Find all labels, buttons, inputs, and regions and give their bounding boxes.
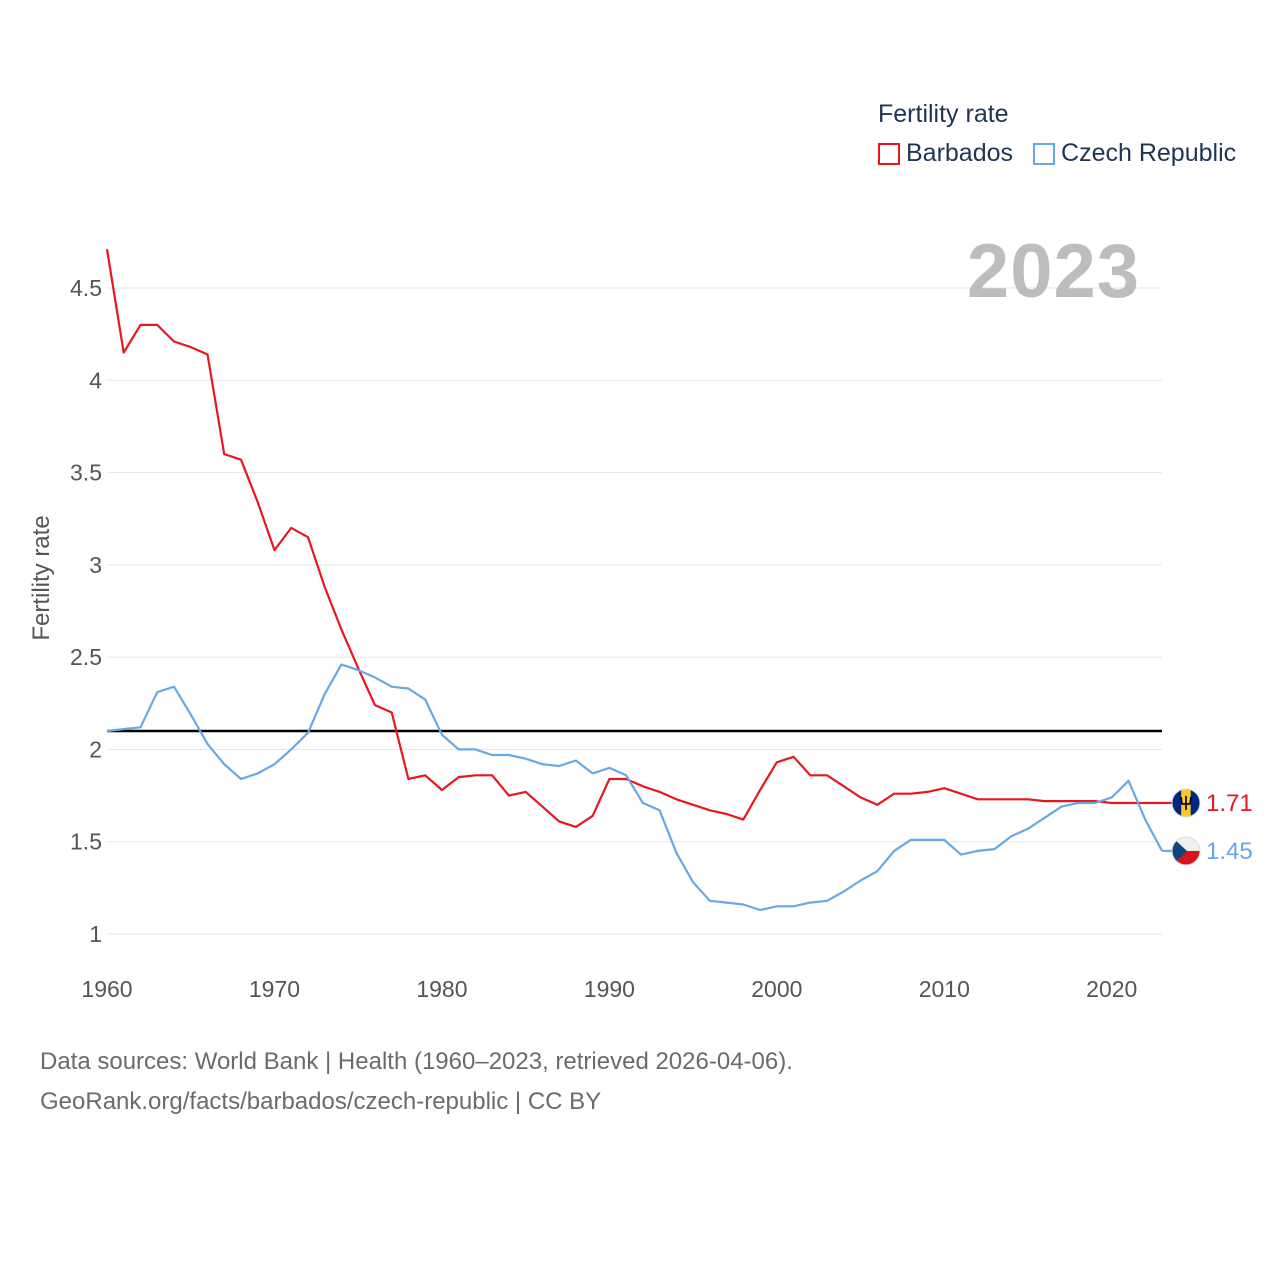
- y-tick-label: 3: [89, 552, 102, 578]
- flag-icon-czech-republic: [1171, 836, 1201, 866]
- flag-icon-barbados: [1171, 788, 1201, 818]
- x-axis-ticks: 1960 1970 1980 1990 2000 2010 2020: [81, 976, 1137, 1002]
- end-value-label-barbados: 1.71: [1206, 790, 1253, 817]
- footer-link[interactable]: GeoRank.org/facts/barbados/czech-republi…: [40, 1088, 602, 1115]
- x-tick-label: 1990: [584, 976, 635, 1002]
- footer-sources: Data sources: World Bank | Health (1960–…: [40, 1048, 793, 1075]
- y-axis-ticks: 1 1.5 2 2.5 3 3.5 4 4.5: [70, 275, 102, 947]
- legend-label-barbados: Barbados: [906, 139, 1014, 167]
- x-tick-label: 2000: [751, 976, 802, 1002]
- y-tick-label: 1: [89, 921, 102, 947]
- x-tick-label: 1960: [81, 976, 132, 1002]
- end-markers: 1.71 1.45: [1162, 788, 1253, 866]
- series-lines: [105, 249, 1163, 912]
- y-tick-label: 4: [89, 367, 102, 393]
- x-tick-label: 2010: [919, 976, 970, 1002]
- y-tick-label: 3.5: [70, 460, 102, 486]
- x-tick-label: 1970: [249, 976, 300, 1002]
- end-value-label-czech-republic: 1.45: [1206, 838, 1253, 865]
- footer: Data sources: World Bank | Health (1960–…: [40, 1042, 793, 1122]
- y-tick-label: 1.5: [70, 829, 102, 855]
- y-tick-label: 4.5: [70, 275, 102, 301]
- legend: Fertility rate Barbados Czech Republic: [878, 100, 1256, 168]
- x-tick-label: 2020: [1086, 976, 1137, 1002]
- legend-label-czech-republic: Czech Republic: [1061, 139, 1237, 167]
- grid-lines: [107, 287, 1162, 935]
- series-line-barbados: [105, 249, 1162, 829]
- legend-title: Fertility rate: [878, 100, 1009, 128]
- legend-swatch-barbados: [878, 142, 900, 165]
- y-tick-label: 2: [89, 736, 102, 762]
- x-tick-label: 1980: [416, 976, 467, 1002]
- series-line-czech-republic: [106, 663, 1163, 912]
- legend-swatch-czech-republic: [1033, 142, 1056, 165]
- y-axis-label: Fertility rate: [28, 515, 55, 641]
- y-tick-label: 2.5: [70, 644, 102, 670]
- legend-item-barbados[interactable]: Barbados: [878, 139, 1013, 168]
- current-year-label: 2023: [966, 229, 1140, 314]
- legend-item-czech-republic[interactable]: Czech Republic: [1033, 139, 1236, 168]
